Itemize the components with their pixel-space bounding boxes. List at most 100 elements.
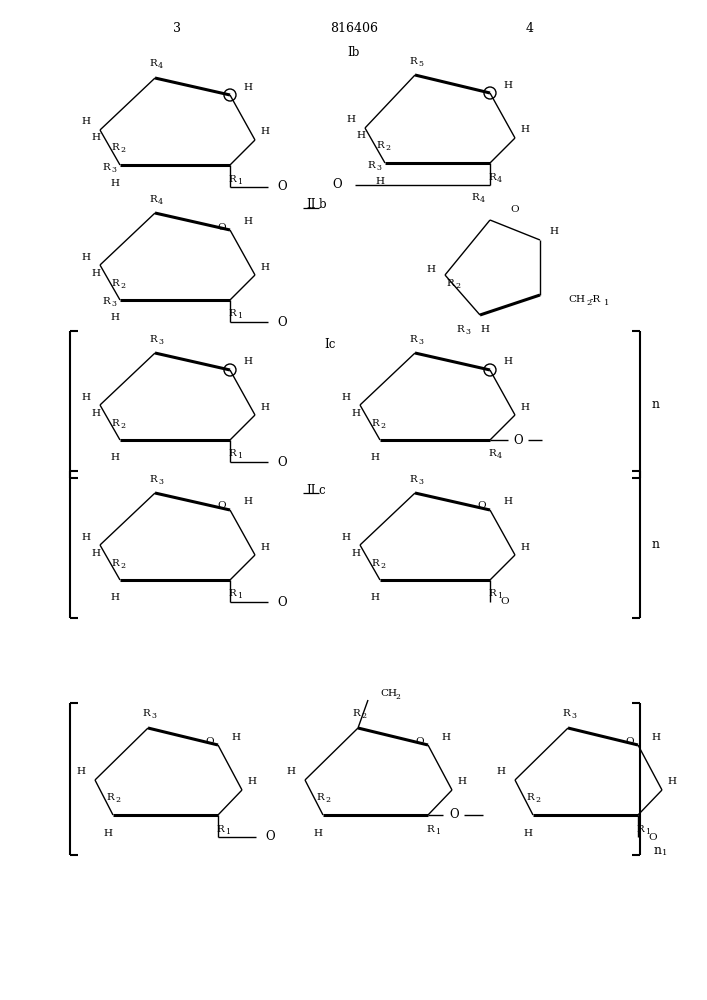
Text: 3: 3 bbox=[158, 478, 163, 486]
Text: 3: 3 bbox=[173, 21, 181, 34]
Text: 2: 2 bbox=[120, 282, 125, 290]
Text: 3: 3 bbox=[571, 712, 576, 720]
Text: O: O bbox=[277, 316, 287, 328]
Text: 1: 1 bbox=[225, 828, 230, 836]
Text: 2: 2 bbox=[586, 299, 591, 307]
Text: 1: 1 bbox=[237, 592, 242, 600]
Text: H: H bbox=[520, 402, 530, 412]
Text: -R: -R bbox=[590, 296, 601, 304]
Text: H: H bbox=[110, 593, 119, 602]
Text: R: R bbox=[456, 324, 464, 334]
Text: R: R bbox=[426, 824, 434, 834]
Text: H: H bbox=[341, 532, 351, 542]
Text: H: H bbox=[375, 176, 385, 186]
Text: R: R bbox=[352, 710, 360, 718]
Text: H: H bbox=[243, 83, 252, 92]
Text: R: R bbox=[228, 174, 236, 184]
Text: 2: 2 bbox=[380, 422, 385, 430]
Text: II: II bbox=[306, 484, 316, 496]
Text: 2: 2 bbox=[380, 562, 385, 570]
Text: O: O bbox=[449, 808, 459, 822]
Text: R: R bbox=[488, 450, 496, 458]
Text: 3: 3 bbox=[151, 712, 156, 720]
Text: 3: 3 bbox=[418, 338, 423, 346]
Text: Ib: Ib bbox=[348, 45, 360, 58]
Text: R: R bbox=[111, 143, 119, 152]
Text: R: R bbox=[149, 334, 157, 344]
Text: O: O bbox=[626, 736, 634, 746]
Text: H: H bbox=[341, 392, 351, 401]
Text: R: R bbox=[149, 60, 157, 68]
Text: R: R bbox=[228, 589, 236, 598]
Text: H: H bbox=[457, 778, 467, 786]
Text: H: H bbox=[356, 131, 366, 140]
Text: c: c bbox=[319, 484, 325, 496]
Text: II: II bbox=[306, 198, 316, 212]
Text: H: H bbox=[243, 218, 252, 227]
Text: R: R bbox=[526, 794, 534, 802]
Text: 4: 4 bbox=[497, 452, 502, 460]
Text: H: H bbox=[110, 178, 119, 188]
Text: 2: 2 bbox=[535, 796, 540, 804]
Text: H: H bbox=[426, 265, 436, 274]
Text: R: R bbox=[316, 794, 324, 802]
Text: 1: 1 bbox=[237, 312, 242, 320]
Text: H: H bbox=[260, 402, 269, 412]
Text: H: H bbox=[503, 497, 513, 506]
Text: H: H bbox=[441, 732, 450, 742]
Text: H: H bbox=[346, 115, 356, 124]
Text: R: R bbox=[367, 160, 375, 169]
Text: 1: 1 bbox=[604, 299, 609, 307]
Text: 816406: 816406 bbox=[330, 21, 378, 34]
Text: R: R bbox=[102, 298, 110, 306]
Text: R: R bbox=[488, 589, 496, 598]
Text: H: H bbox=[286, 768, 296, 776]
Text: H: H bbox=[243, 358, 252, 366]
Text: 3: 3 bbox=[111, 300, 116, 308]
Text: R: R bbox=[446, 278, 454, 288]
Text: R: R bbox=[102, 162, 110, 172]
Text: R: R bbox=[636, 824, 644, 834]
Text: O: O bbox=[218, 502, 226, 510]
Text: H: H bbox=[110, 454, 119, 462]
Text: H: H bbox=[81, 392, 90, 401]
Text: R: R bbox=[371, 558, 379, 568]
Text: H: H bbox=[520, 125, 530, 134]
Text: CH: CH bbox=[568, 296, 585, 304]
Text: H: H bbox=[667, 778, 677, 786]
Text: H: H bbox=[243, 497, 252, 506]
Text: n: n bbox=[654, 844, 662, 856]
Text: 3: 3 bbox=[111, 165, 116, 174]
Text: H: H bbox=[91, 268, 100, 277]
Text: R: R bbox=[409, 56, 417, 66]
Text: H: H bbox=[91, 548, 100, 558]
Text: 3: 3 bbox=[158, 338, 163, 346]
Text: H: H bbox=[651, 732, 660, 742]
Text: 5: 5 bbox=[418, 60, 423, 68]
Text: H: H bbox=[351, 548, 361, 558]
Text: H: H bbox=[523, 828, 532, 838]
Text: H: H bbox=[247, 778, 257, 786]
Text: H: H bbox=[520, 542, 530, 552]
Text: H: H bbox=[260, 127, 269, 136]
Text: Ic: Ic bbox=[325, 338, 336, 352]
Text: R: R bbox=[149, 475, 157, 484]
Text: R: R bbox=[111, 278, 119, 288]
Text: R: R bbox=[376, 141, 384, 150]
Text: 2: 2 bbox=[395, 693, 400, 701]
Text: H: H bbox=[496, 768, 506, 776]
Text: O: O bbox=[510, 206, 520, 215]
Text: O: O bbox=[648, 832, 657, 842]
Text: R: R bbox=[216, 824, 224, 834]
Text: CH: CH bbox=[380, 690, 397, 698]
Text: H: H bbox=[81, 117, 90, 126]
Text: O: O bbox=[218, 223, 226, 232]
Text: 4: 4 bbox=[158, 62, 163, 70]
Text: R: R bbox=[111, 418, 119, 428]
Text: R: R bbox=[409, 334, 417, 344]
Text: R: R bbox=[106, 794, 114, 802]
Text: H: H bbox=[231, 732, 240, 742]
Text: 1: 1 bbox=[645, 828, 650, 836]
Text: 2: 2 bbox=[115, 796, 120, 804]
Text: n: n bbox=[652, 397, 660, 410]
